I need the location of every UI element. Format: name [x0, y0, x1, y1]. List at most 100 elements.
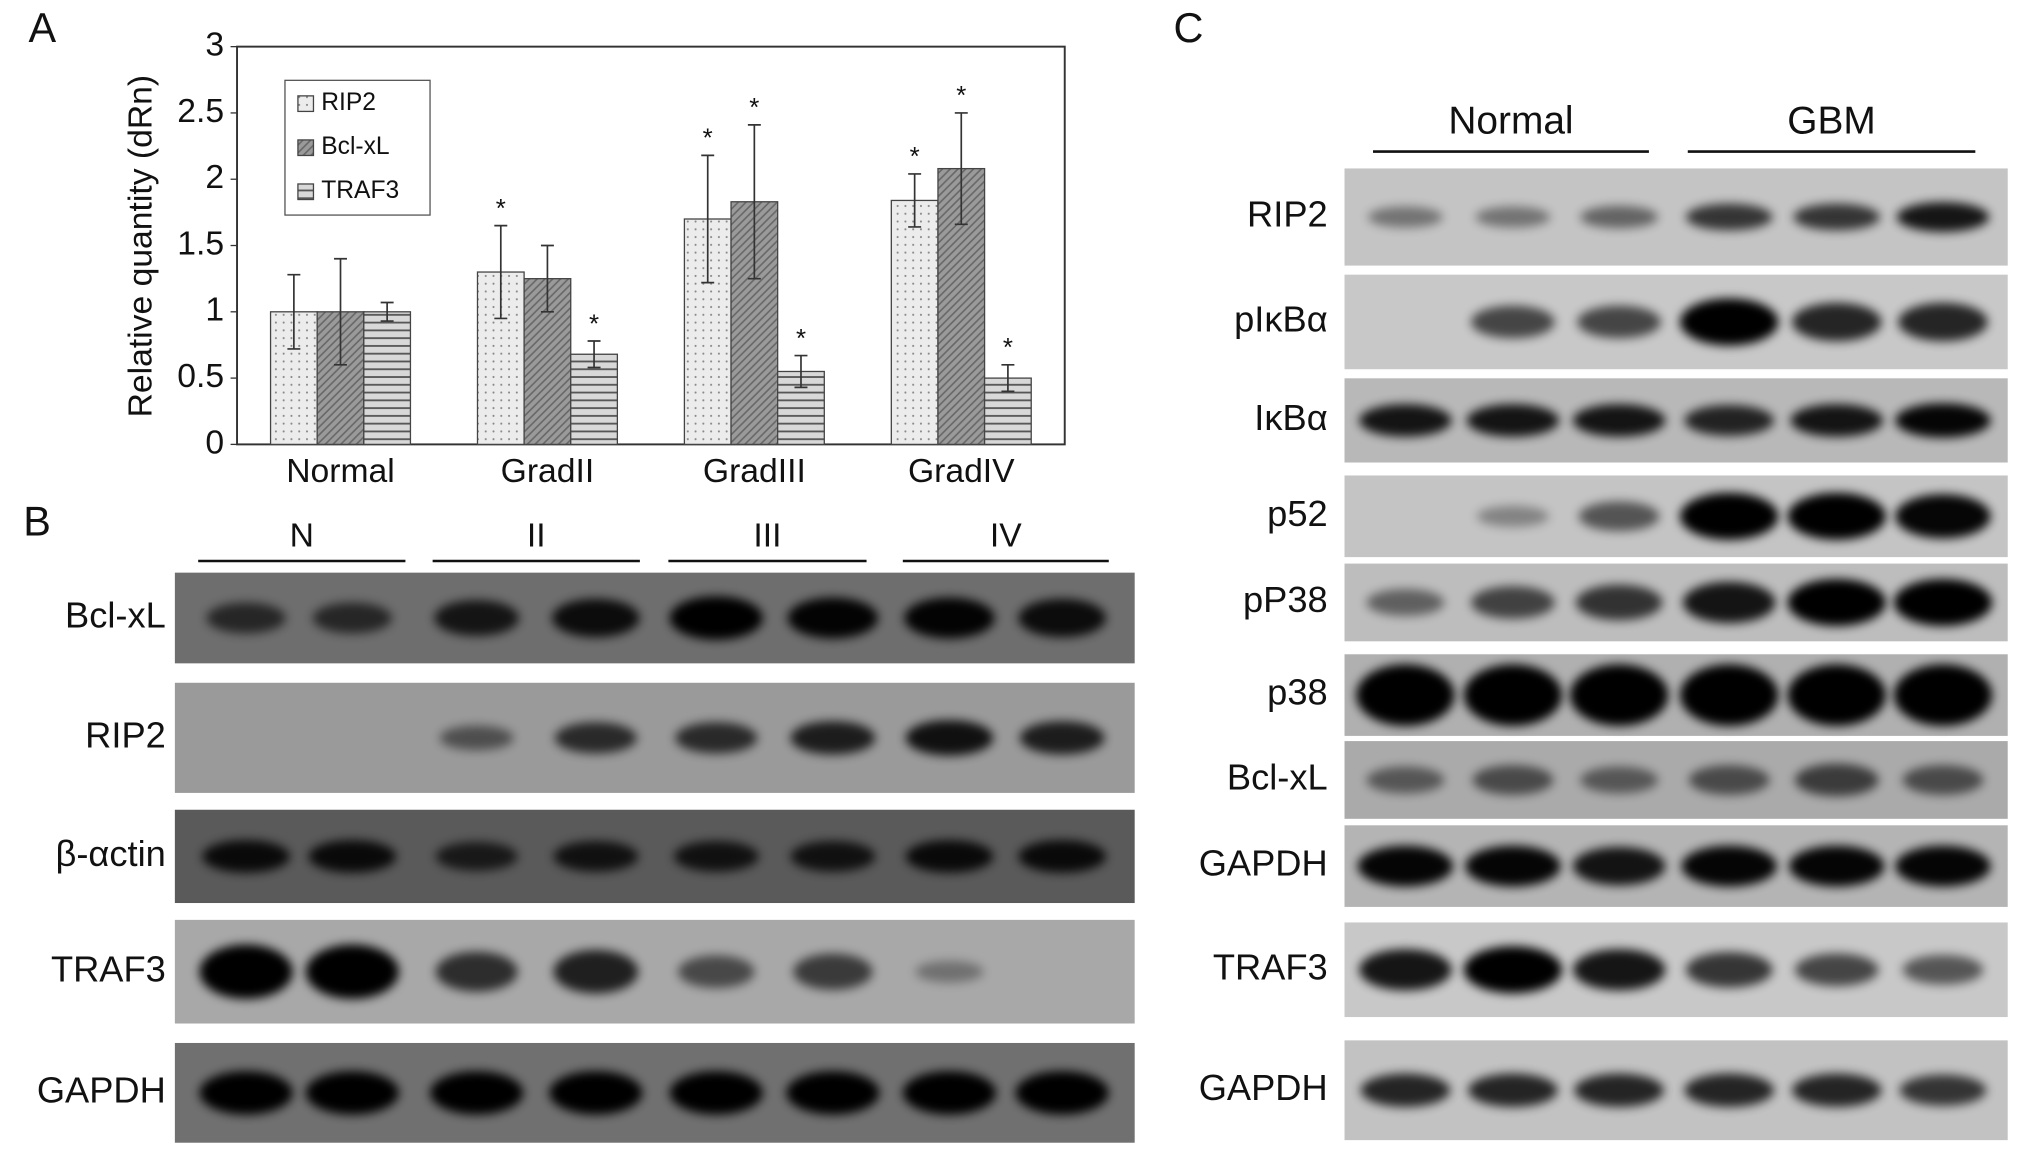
blot-band — [904, 597, 995, 639]
blot-background — [1344, 1040, 2008, 1141]
blot-band — [678, 955, 755, 989]
blot-label: GAPDH — [1199, 1067, 1328, 1108]
group-label: N — [290, 518, 314, 555]
blot-band — [1356, 664, 1455, 726]
significance-marker: * — [703, 125, 713, 153]
blot-band — [1787, 664, 1886, 726]
blot-band — [1902, 954, 1984, 985]
blot-band — [1471, 305, 1555, 339]
blot-band — [199, 1071, 293, 1115]
error-bar — [701, 154, 715, 284]
legend-label: Bcl-xL — [321, 133, 389, 160]
blot-band — [1018, 840, 1106, 873]
blot-background — [1344, 274, 2008, 370]
blot-label: Bcl-xL — [65, 595, 166, 636]
blot-band — [435, 841, 518, 871]
blot-band — [1572, 846, 1666, 886]
error-bar — [540, 244, 554, 313]
blot-band — [554, 722, 637, 754]
blot-band — [790, 721, 876, 755]
blot-band — [915, 960, 984, 983]
panel-label: A — [28, 4, 56, 51]
y-tick-label: 2 — [205, 159, 224, 196]
blot-band — [439, 725, 514, 751]
blot-band — [1466, 404, 1560, 437]
group-label: GBM — [1787, 99, 1876, 142]
blot-band — [1793, 203, 1881, 231]
legend-label: TRAF3 — [321, 177, 399, 204]
error-bar — [794, 354, 808, 389]
blot-band — [790, 840, 876, 872]
blot-band — [1684, 1073, 1775, 1107]
blot-band — [305, 1071, 399, 1115]
error-bar — [908, 173, 922, 228]
blot-band — [675, 722, 758, 754]
y-tick-label: 1 — [205, 292, 224, 329]
blot-band — [1580, 766, 1659, 794]
blot-band — [1580, 205, 1659, 229]
blot-label: GAPDH — [1199, 843, 1328, 884]
x-tick-label: GradIV — [908, 453, 1015, 490]
significance-marker: * — [796, 325, 806, 353]
blot-band — [902, 1071, 997, 1115]
blot-band — [1794, 953, 1879, 987]
blot-band — [1895, 845, 1991, 887]
group-label: IV — [990, 518, 1022, 555]
blot-band — [1366, 589, 1445, 616]
significance-marker: * — [749, 94, 759, 122]
blot-band — [1359, 949, 1452, 991]
blot-label: IκBα — [1254, 397, 1327, 438]
significance-marker: * — [589, 310, 599, 338]
x-tick-label: GradIII — [703, 453, 806, 490]
blot-band — [312, 602, 392, 634]
blot-band — [1463, 946, 1563, 994]
significance-marker: * — [956, 82, 966, 110]
blot-band — [549, 1071, 643, 1115]
blot-band — [1465, 845, 1561, 887]
blot-label: pIκBα — [1234, 299, 1328, 340]
blot-label: Bcl-xL — [1227, 757, 1328, 798]
blot-band — [1896, 202, 1990, 232]
blot-band — [1902, 765, 1984, 795]
blot-band — [1680, 492, 1779, 540]
blot-band — [1899, 1074, 1987, 1106]
blot-band — [1682, 581, 1776, 624]
blot-band — [1790, 404, 1884, 437]
blot-label: β-αctin — [55, 833, 165, 874]
blot-band — [199, 944, 293, 999]
group-label: III — [753, 518, 781, 555]
blot-band — [1893, 664, 1993, 726]
blot-band — [1015, 1071, 1109, 1115]
blot-band — [786, 1071, 880, 1115]
panel-label: B — [23, 498, 51, 545]
legend-label: RIP2 — [321, 89, 376, 116]
blot-band — [1895, 403, 1991, 438]
y-tick-label: 1.5 — [177, 225, 224, 262]
blot-band — [1791, 302, 1882, 342]
blot-band — [1475, 206, 1551, 228]
blot-band — [1471, 586, 1555, 619]
x-tick-label: Normal — [286, 453, 395, 490]
blot-band — [669, 596, 763, 640]
y-axis-label: Relative quantity (dRn) — [122, 75, 159, 418]
y-tick-label: 3 — [205, 27, 224, 64]
blot-band — [1367, 206, 1443, 228]
group-label: Normal — [1448, 99, 1573, 142]
legend-swatch — [297, 95, 315, 113]
blot-band — [1898, 302, 1988, 342]
blot-band — [1578, 501, 1660, 532]
blot-band — [1463, 664, 1563, 726]
blot-band — [1019, 721, 1105, 755]
blot-band — [669, 1071, 763, 1115]
blot-band — [430, 1071, 524, 1115]
blot-band — [1684, 405, 1775, 436]
significance-marker: * — [910, 143, 920, 171]
blot-band — [1787, 492, 1886, 540]
blot-background — [1344, 922, 2008, 1018]
y-tick-label: 2.5 — [177, 93, 224, 130]
significance-marker: * — [496, 195, 506, 223]
error-bar — [494, 224, 508, 320]
legend-swatch — [297, 139, 315, 157]
blot-band — [1472, 765, 1554, 795]
bar — [890, 199, 939, 446]
